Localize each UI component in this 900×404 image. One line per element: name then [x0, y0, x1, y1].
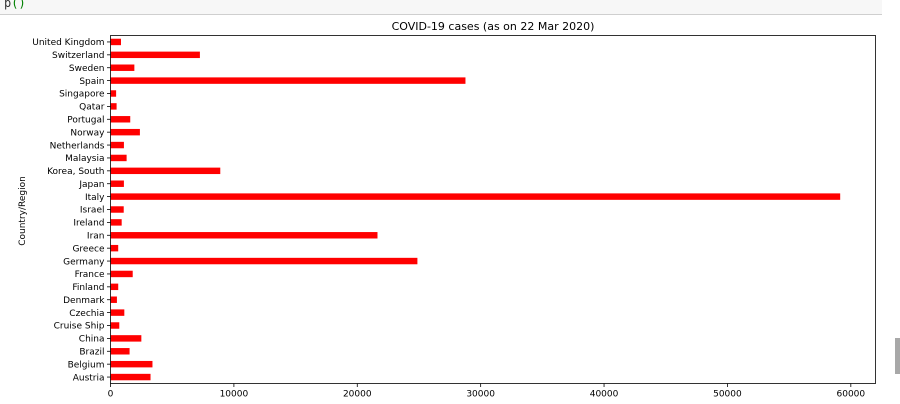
- y-tick-label: Brazil: [79, 347, 104, 357]
- bar: [110, 348, 130, 355]
- y-tick-label: Singapore: [59, 90, 105, 100]
- y-tick-label: Ireland: [73, 219, 104, 229]
- bars-group: [110, 38, 841, 381]
- y-tick-label: Belgium: [68, 360, 105, 370]
- bar: [110, 51, 200, 59]
- y-tick-label: Switzerland: [52, 51, 105, 61]
- bar: [110, 360, 153, 368]
- y-tick-label: Cruise Ship: [54, 322, 105, 332]
- chart-title: COVID-19 cases (as on 22 Mar 2020): [392, 20, 595, 33]
- y-tick-label: Israel: [80, 206, 105, 216]
- y-tick-label: Finland: [72, 283, 104, 293]
- y-axis-label: Country/Region: [18, 176, 28, 246]
- bar: [110, 373, 151, 381]
- bar: [110, 206, 124, 213]
- x-tick-label: 40000: [590, 390, 619, 400]
- bar: [110, 103, 117, 110]
- y-tick-label: Portugal: [67, 115, 104, 125]
- y-tick-label: Denmark: [63, 296, 105, 306]
- bar: [110, 219, 122, 226]
- y-tick-label: Norway: [70, 128, 105, 138]
- x-tick-label: 60000: [837, 390, 866, 400]
- bar: [110, 77, 466, 84]
- bar: [110, 154, 127, 162]
- bar: [110, 283, 119, 291]
- y-tick-label: Italy: [85, 193, 105, 203]
- x-tick-label: 20000: [343, 390, 372, 400]
- scrollbar-track[interactable]: [886, 0, 900, 404]
- x-ticks-group: 0 10000 20000 30000 40000 50000 60000: [108, 383, 866, 400]
- y-tick-label: Greece: [72, 244, 104, 254]
- x-tick-label: 30000: [466, 390, 495, 400]
- bar: [110, 38, 121, 46]
- bar: [110, 141, 124, 149]
- bar: [110, 64, 135, 71]
- bar: [110, 180, 124, 187]
- code-snippet: p(): [4, 0, 26, 10]
- y-tick-label: Korea, South: [47, 167, 104, 177]
- bar: [110, 309, 125, 316]
- bar: [110, 257, 418, 265]
- notebook-code-cell[interactable]: p(): [0, 0, 882, 15]
- bar: [110, 335, 142, 342]
- y-tick-label: Austria: [73, 373, 105, 383]
- scrollbar-thumb[interactable]: [895, 338, 900, 374]
- bar: [110, 322, 120, 329]
- bar: [110, 244, 119, 252]
- bar: [110, 270, 133, 278]
- y-tick-label: Japan: [78, 180, 104, 190]
- y-tick-label: Iran: [87, 231, 105, 241]
- y-tick-label: China: [79, 335, 105, 345]
- x-tick-label: 10000: [220, 390, 249, 400]
- bar: [110, 90, 117, 97]
- y-tick-label: Czechia: [69, 309, 104, 319]
- bar: [110, 167, 221, 175]
- bar: [110, 193, 841, 200]
- bar: [110, 232, 378, 239]
- y-tick-label: Spain: [79, 77, 104, 87]
- y-tick-label: Germany: [63, 257, 105, 267]
- bar: [110, 296, 117, 303]
- y-tick-label: Sweden: [69, 64, 105, 74]
- plot-frame: [110, 35, 876, 384]
- y-tick-label: Malaysia: [65, 154, 104, 164]
- x-tick-label: 50000: [713, 390, 742, 400]
- x-tick-label: 0: [108, 390, 114, 400]
- y-tick-label: Netherlands: [50, 141, 105, 151]
- y-tick-label: Qatar: [79, 103, 105, 113]
- bar: [110, 128, 140, 136]
- bar: [110, 116, 131, 123]
- y-tick-label: France: [75, 270, 105, 280]
- y-ticks-group: Austria Belgium Brazil China Cruise Ship Czec…: [32, 38, 111, 383]
- y-tick-label: United Kingdom: [32, 38, 104, 48]
